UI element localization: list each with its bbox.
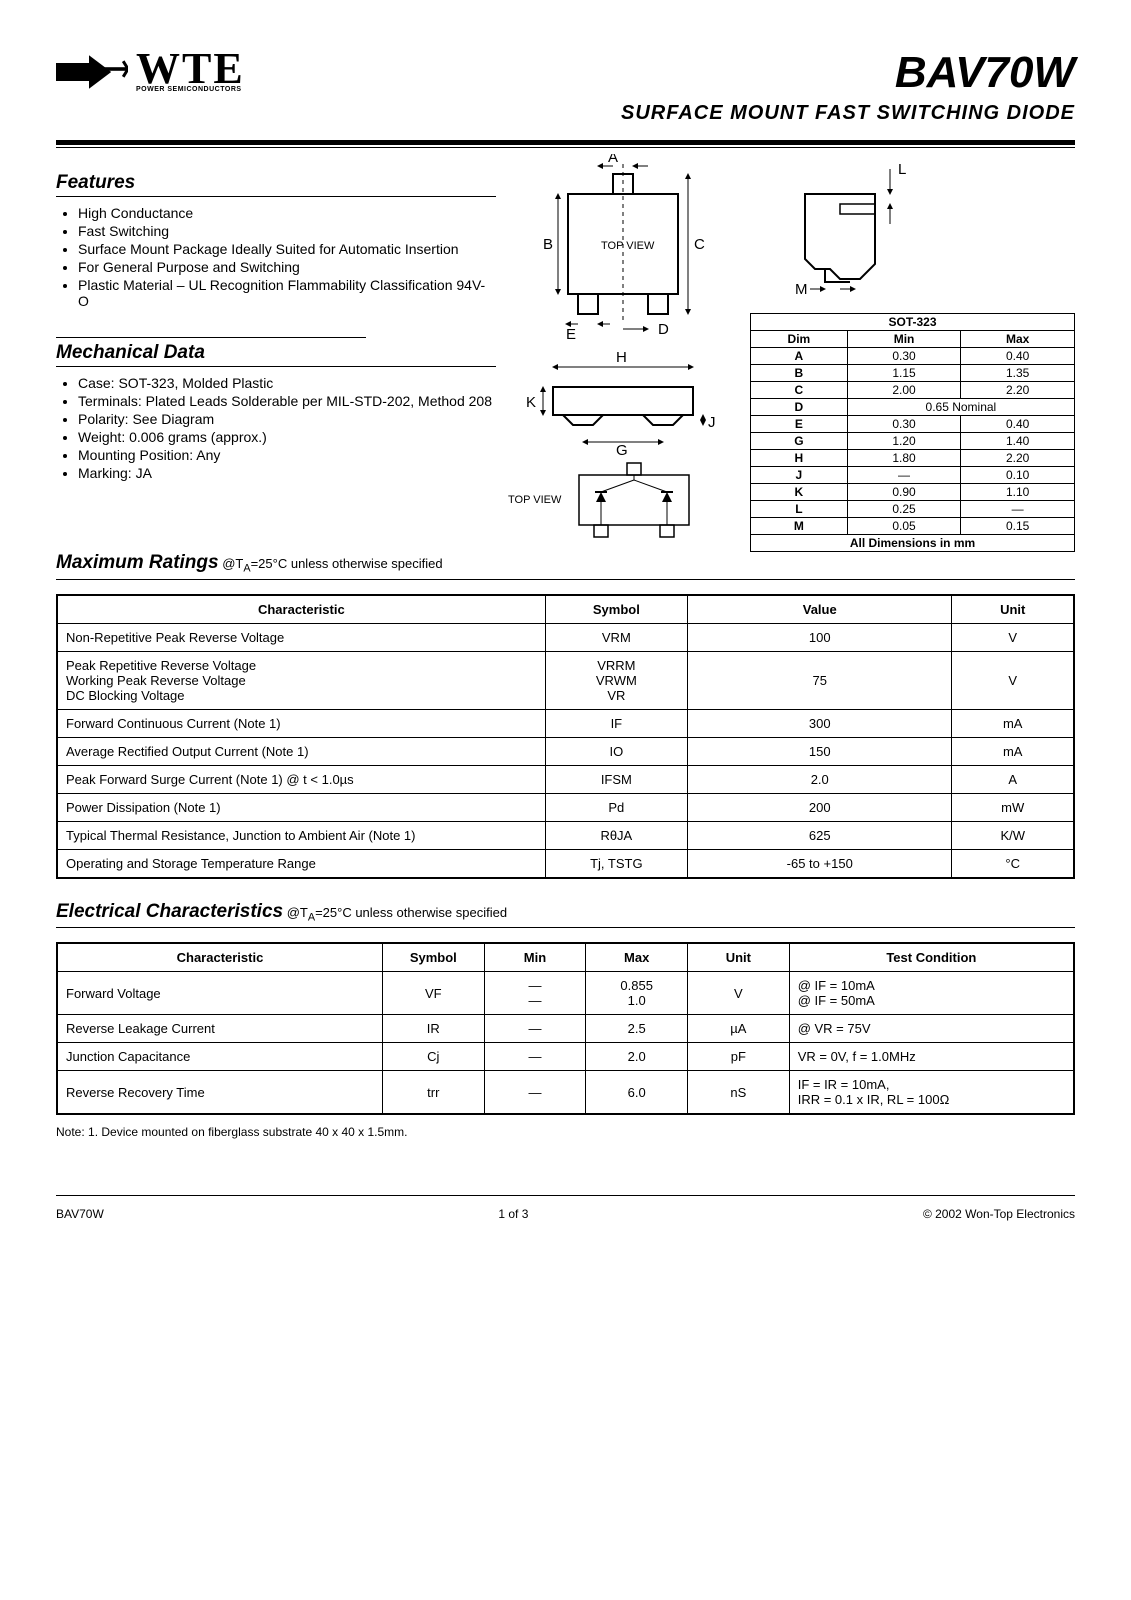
footer-center: 1 of 3 [498,1207,528,1221]
electrical-row: Junction CapacitanceCj—2.0pFVR = 0V, f =… [57,1043,1074,1071]
ratings-col: Symbol [545,595,687,624]
elec-col: Max [586,943,688,972]
elec-col: Unit [688,943,790,972]
dim-row: A0.300.40 [751,348,1075,365]
dim-label-B: B [543,236,553,253]
dim-row: G1.201.40 [751,433,1075,450]
mechanical-list: Case: SOT-323, Molded Plastic Terminals:… [56,375,496,481]
dimensions-table: SOT-323 Dim Min Max A0.300.40B1.151.35C2… [750,313,1075,552]
feature-item: For General Purpose and Switching [78,259,496,275]
mechanical-item: Marking: JA [78,465,496,481]
mechanical-heading: Mechanical Data [56,342,496,367]
mechanical-item: Terminals: Plated Leads Solderable per M… [78,393,496,409]
dim-label-K: K [526,394,536,411]
footnote: Note: 1. Device mounted on fiberglass su… [56,1125,1075,1139]
dim-col-max: Max [961,331,1075,348]
section-divider [56,337,366,338]
ratings-row: Peak Repetitive Reverse VoltageWorking P… [57,651,1074,709]
ratings-subtitle: @TA=25°C unless otherwise specified [222,556,442,571]
features-heading: Features [56,172,496,197]
dim-row: M0.050.15 [751,518,1075,535]
ratings-row: Typical Thermal Resistance, Junction to … [57,821,1074,849]
elec-col: Test Condition [789,943,1074,972]
dim-col-dim: Dim [751,331,848,348]
dim-table-footer: All Dimensions in mm [751,535,1075,552]
dim-label-J: J [708,414,716,431]
logo-arrow-icon [56,48,128,96]
ratings-col: Characteristic [57,595,545,624]
dim-label-L: L [898,161,906,178]
dim-label-C: C [694,236,705,253]
footer-left: BAV70W [56,1207,104,1221]
features-list: High Conductance Fast Switching Surface … [56,205,496,309]
logo-subtext: POWER SEMICONDUCTORS [136,86,245,93]
package-side-diagram: H K J G [508,347,738,457]
electrical-table: Characteristic Symbol Min Max Unit Test … [56,942,1075,1115]
part-number: BAV70W [895,48,1075,98]
subtitle: SURFACE MOUNT FAST SWITCHING DIODE [621,102,1075,125]
dim-row: H1.802.20 [751,450,1075,467]
footer-right: © 2002 Won-Top Electronics [923,1207,1075,1221]
dim-table-title: SOT-323 [751,314,1075,331]
elec-col: Symbol [382,943,484,972]
dim-label-H: H [616,349,627,366]
package-schematic-diagram [569,460,699,540]
mechanical-item: Polarity: See Diagram [78,411,496,427]
feature-item: Plastic Material – UL Recognition Flamma… [78,277,496,309]
elec-col: Characteristic [57,943,382,972]
dim-row: C2.002.20 [751,382,1075,399]
electrical-row: Forward VoltageVF——0.8551.0V@ IF = 10mA@… [57,972,1074,1015]
dim-label-M: M [795,281,808,298]
ratings-row: Peak Forward Surge Current (Note 1) @ t … [57,765,1074,793]
elec-col: Min [484,943,586,972]
ratings-row: Operating and Storage Temperature RangeT… [57,849,1074,878]
dim-row: B1.151.35 [751,365,1075,382]
ratings-heading: Maximum Ratings [56,552,219,573]
package-end-diagram: L M [780,154,920,304]
electrical-row: Reverse Leakage CurrentIR—2.5µA@ VR = 75… [57,1015,1074,1043]
feature-item: Fast Switching [78,223,496,239]
electrical-subtitle: @TA=25°C unless otherwise specified [287,905,507,920]
dim-row: K0.901.10 [751,484,1075,501]
top-view-label: TOP VIEW [601,240,655,252]
dim-row: E0.300.40 [751,416,1075,433]
header-divider [56,140,1075,148]
mechanical-item: Weight: 0.006 grams (approx.) [78,429,496,445]
logo-text: WTE [136,51,245,86]
dim-label-A: A [608,154,618,166]
electrical-row: Reverse Recovery Timetrr—6.0nSIF = IR = … [57,1071,1074,1115]
dim-label-G: G [616,442,628,457]
ratings-table: Characteristic Symbol Value Unit Non-Rep… [56,594,1075,879]
top-view-label-2: TOP VIEW [508,494,561,506]
feature-item: Surface Mount Package Ideally Suited for… [78,241,496,257]
dim-row: L0.25— [751,501,1075,518]
feature-item: High Conductance [78,205,496,221]
mechanical-item: Mounting Position: Any [78,447,496,463]
ratings-col: Value [688,595,952,624]
ratings-row: Average Rectified Output Current (Note 1… [57,737,1074,765]
package-top-diagram: A B C D E TOP VIEW [508,154,738,344]
ratings-col: Unit [952,595,1074,624]
ratings-row: Non-Repetitive Peak Reverse VoltageVRM10… [57,623,1074,651]
dim-col-min: Min [847,331,961,348]
dim-row: D0.65 Nominal [751,399,1075,416]
ratings-row: Power Dissipation (Note 1)Pd200mW [57,793,1074,821]
dim-label-D: D [658,321,669,338]
electrical-heading: Electrical Characteristics [56,901,283,922]
dim-label-E: E [566,326,576,343]
ratings-row: Forward Continuous Current (Note 1)IF300… [57,709,1074,737]
mechanical-item: Case: SOT-323, Molded Plastic [78,375,496,391]
dim-row: J—0.10 [751,467,1075,484]
footer-divider [56,1195,1075,1196]
